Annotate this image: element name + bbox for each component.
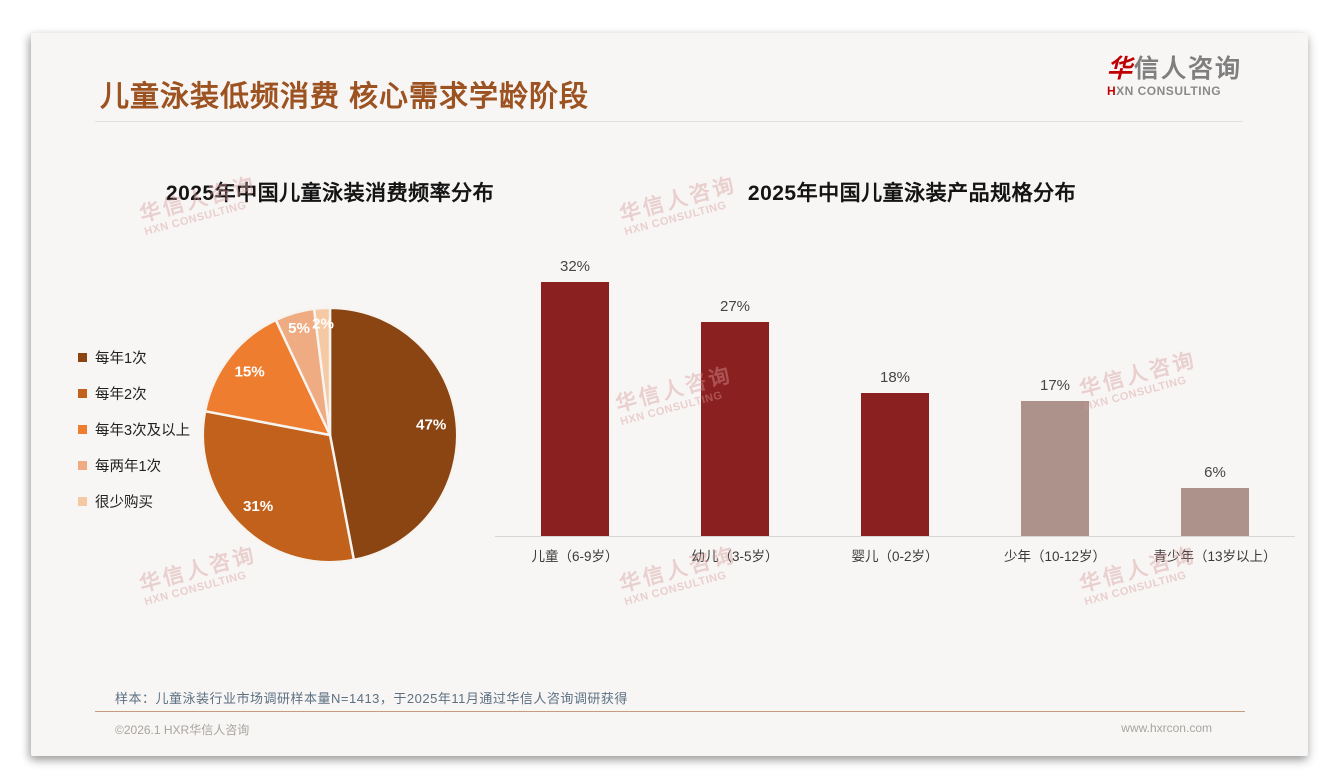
pie-value-label: 5%	[288, 320, 310, 337]
bar-category-label: 儿童（6-9岁）	[531, 549, 619, 564]
legend-item: 每年3次及以上	[78, 411, 190, 447]
pie-chart: 47% 31% 15% 5% 2%	[201, 306, 459, 564]
pie-slice	[312, 306, 332, 437]
bar-column: 18%	[815, 250, 975, 536]
pie-slice	[203, 318, 332, 437]
pie-slice	[328, 306, 459, 562]
bar-category-axis: 儿童（6-9岁） 幼儿（3-5岁） 婴儿（0-2岁） 少年（10-12岁） 青少年（13…	[495, 545, 1295, 565]
legend-item: 很少购买	[78, 483, 190, 519]
legend-label: 很少购买	[95, 494, 153, 511]
bar-column: 27%	[655, 250, 815, 536]
logo-english-text: HXN CONSULTING	[1106, 83, 1222, 98]
company-logo: 华信人咨询 HXN CONSULTING	[1107, 55, 1242, 98]
page-title: 儿童泳装低频消费 核心需求学龄阶段	[100, 81, 590, 113]
legend-label: 每年2次	[95, 386, 147, 403]
legend-swatch	[78, 496, 87, 506]
bar-category-label: 青少年（13岁以上）	[1153, 549, 1277, 564]
bar-value-label: 17%	[1039, 377, 1071, 394]
header-divider	[95, 121, 1243, 122]
pie-legend: 每年1次每年2次每年3次及以上 每两年1次很少购买	[78, 339, 190, 519]
legend-item: 每年2次	[78, 375, 190, 411]
legend-item: 每两年1次	[78, 447, 190, 483]
legend-swatch	[78, 388, 87, 398]
bar-column: 17%	[975, 250, 1135, 536]
legend-swatch	[78, 424, 87, 434]
slide-card: 儿童泳装低频消费 核心需求学龄阶段 华信人咨询 HXN CONSULTING 2…	[31, 33, 1308, 756]
website-url: www.hxrcon.com	[1121, 721, 1212, 735]
pie-chart-title: 2025年中国儿童泳装消费频率分布	[165, 182, 495, 205]
legend-label: 每两年1次	[95, 458, 162, 475]
bar-chart: 32% 27% 18% 17% 6%	[495, 250, 1295, 537]
legend-label: 每年3次及以上	[95, 422, 191, 439]
bar-value-label: 32%	[559, 258, 591, 275]
copyright-text: ©2026.1 HXR华信人咨询	[115, 723, 250, 737]
bar-rect	[1021, 401, 1089, 536]
sample-note: 样本：儿童泳装行业市场调研样本量N=1413，于2025年11月通过华信人咨询调…	[115, 691, 628, 706]
bar-category-label: 婴儿（0-2岁）	[851, 549, 939, 564]
pie-value-label: 2%	[312, 316, 334, 333]
legend-swatch	[78, 460, 87, 470]
pie-value-label: 15%	[234, 364, 265, 381]
bar-value-label: 18%	[879, 369, 911, 386]
legend-swatch	[78, 352, 87, 362]
legend-label: 每年1次	[95, 350, 147, 367]
footer-divider	[95, 711, 1245, 712]
pie-value-label: 31%	[243, 498, 274, 515]
bar-rect	[1181, 488, 1249, 536]
bar-value-label: 27%	[719, 298, 751, 315]
bar-column: 32%	[495, 250, 655, 536]
bar-category-label: 少年（10-12岁）	[1003, 549, 1107, 564]
legend-item: 每年1次	[78, 339, 190, 375]
pie-slice	[201, 409, 356, 564]
bar-chart-title: 2025年中国儿童泳装产品规格分布	[747, 182, 1077, 205]
bar-value-label: 6%	[1204, 464, 1226, 481]
bar-column: 6%	[1135, 250, 1295, 536]
pie-value-label: 47%	[416, 416, 447, 433]
bar-rect	[861, 393, 929, 536]
logo-chinese-text: 华信人咨询	[1106, 55, 1242, 83]
bar-category-label: 幼儿（3-5岁）	[691, 549, 779, 564]
bar-rect	[541, 282, 609, 536]
bar-rect	[701, 322, 769, 536]
